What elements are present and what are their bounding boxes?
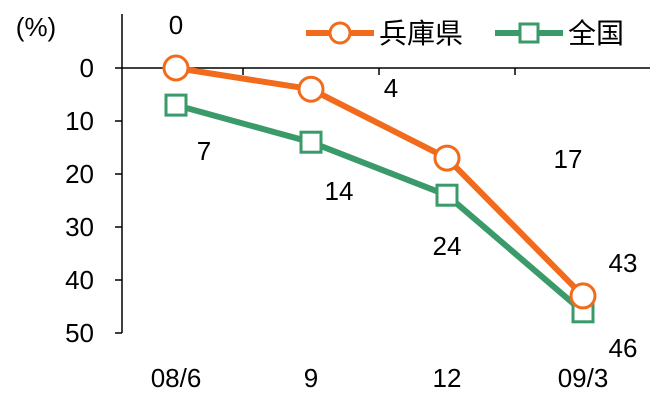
data-label: 24 [433,231,462,261]
data-point-national [299,130,323,154]
data-label: 46 [609,333,638,363]
y-tick-label: 0 [80,53,94,83]
series-line-hyogo [175,65,586,299]
series-line-national [175,102,585,315]
x-tick-label: 12 [433,363,462,393]
legend-label: 兵庫県 [379,18,463,49]
legend: 兵庫県 全国 [306,18,624,49]
data-point-hyogo [433,144,461,172]
data-point-hyogo [162,54,190,82]
y-tick-label: 10 [65,106,94,136]
y-tick-label: 50 [65,318,94,348]
data-label: 14 [325,176,354,206]
data-point-hyogo [569,282,597,310]
data-label: 7 [197,136,211,166]
data-label: 4 [384,73,398,103]
axes: 0 10 20 30 40 50 08/6 9 12 09/3 [65,14,650,393]
data-label: 17 [554,144,583,174]
x-tick-label: 08/6 [151,363,202,393]
data-point-national [164,93,188,117]
series-layer [162,54,597,324]
y-tick-label: 20 [65,159,94,189]
data-label: 43 [609,248,638,278]
y-unit-label: (%) [16,12,56,42]
x-tick-label: 9 [304,363,318,393]
legend-label: 全国 [568,18,624,49]
legend-marker-circle [328,21,352,45]
data-label: 0 [169,10,183,40]
data-point-hyogo [297,75,325,103]
y-tick-label: 30 [65,212,94,242]
legend-marker-square [518,22,540,44]
data-labels: 7 14 24 46 0 4 17 43 [169,10,638,363]
data-point-national [435,183,459,207]
x-tick-label: 09/3 [558,363,609,393]
y-tick-label: 40 [65,265,94,295]
